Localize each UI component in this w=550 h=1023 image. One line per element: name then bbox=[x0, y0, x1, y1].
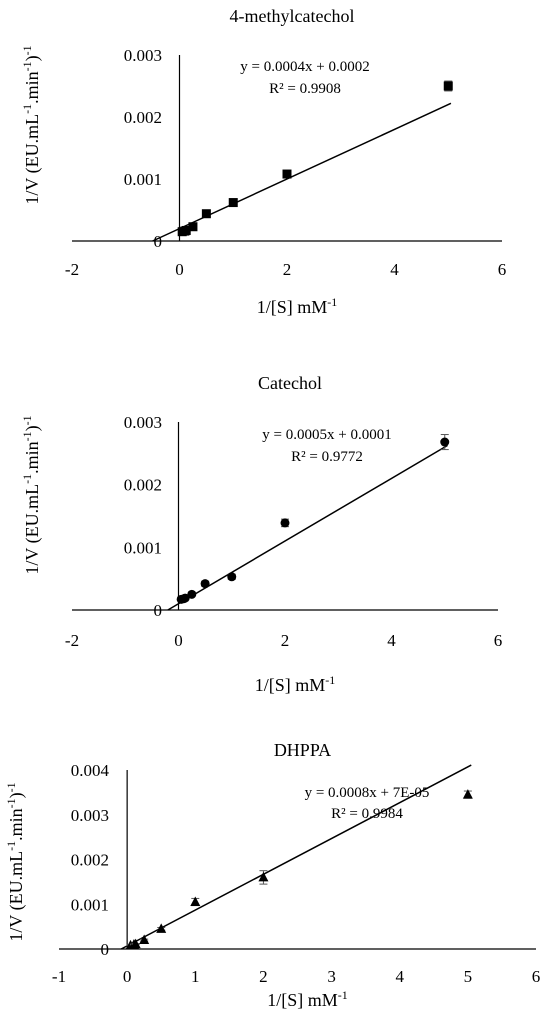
x-axis-label: 1/[S] mM-1 bbox=[255, 673, 336, 695]
data-point bbox=[130, 938, 141, 949]
x-tick-label: -2 bbox=[65, 631, 79, 650]
x-axis-label: 1/[S] mM-1 bbox=[267, 988, 348, 1010]
chart-title: 4-methylcatechol bbox=[230, 6, 355, 26]
x-tick-label: 0 bbox=[174, 631, 183, 650]
x-tick-label: 6 bbox=[494, 631, 503, 650]
data-point bbox=[188, 222, 198, 232]
data-point bbox=[440, 437, 450, 447]
x-tick-label: 4 bbox=[390, 260, 399, 279]
data-point bbox=[139, 934, 150, 945]
chart-2: Catechol -2 0 2 4 6 0 0.001 0.002 0.003 1/[S] mM-1… bbox=[20, 373, 502, 695]
x-tick-label: 5 bbox=[464, 967, 473, 986]
data-point bbox=[190, 896, 201, 907]
trendline bbox=[152, 102, 452, 242]
data-point bbox=[280, 518, 290, 528]
chart-title: Catechol bbox=[258, 373, 322, 393]
x-tick-label: 0 bbox=[123, 967, 132, 986]
trendline bbox=[120, 764, 472, 950]
data-point bbox=[181, 225, 191, 235]
r-squared: R² = 0.9908 bbox=[269, 81, 341, 97]
y-tick-label: 0.001 bbox=[124, 538, 162, 557]
data-point bbox=[156, 923, 167, 933]
x-tick-label: 2 bbox=[281, 631, 290, 650]
y-axis-label: 1/V (EU.mL-1.min-1)-1 bbox=[20, 45, 43, 204]
y-tick-label: 0 bbox=[154, 232, 163, 251]
data-point bbox=[200, 579, 210, 589]
trendline bbox=[167, 444, 448, 611]
y-tick-label: 0.001 bbox=[124, 170, 162, 189]
data-point bbox=[180, 593, 190, 603]
y-tick-label: 0 bbox=[101, 940, 110, 959]
x-tick-label: 4 bbox=[395, 967, 404, 986]
y-tick-label: 0.002 bbox=[124, 476, 162, 495]
y-tick-label: 0.003 bbox=[71, 806, 109, 825]
y-tick-label: 0.002 bbox=[124, 108, 162, 127]
chart-3: DHPPA -1 0 1 2 3 4 5 6 0 0.001 0.002 0.003 0.004 1/[S]… bbox=[4, 740, 540, 1010]
y-tick-label: 0.001 bbox=[71, 895, 109, 914]
y-tick-label: 0.004 bbox=[71, 761, 110, 780]
x-tick-label: 3 bbox=[327, 967, 336, 986]
r-squared: R² = 0.9984 bbox=[331, 806, 403, 822]
x-tick-label: 2 bbox=[283, 260, 292, 279]
data-point bbox=[258, 871, 269, 882]
chart-1: 4-methylcatechol -2 0 2 4 6 0 0.001 0.002 0.003 1/… bbox=[20, 6, 506, 317]
y-tick-label: 0.002 bbox=[71, 851, 109, 870]
x-tick-label: 0 bbox=[175, 260, 184, 279]
x-tick-label: 1 bbox=[191, 967, 200, 986]
y-tick-label: 0.003 bbox=[124, 46, 162, 65]
y-axis-label: 1/V (EU.mL-1.min-1)-1 bbox=[20, 415, 43, 574]
x-tick-label: 2 bbox=[259, 967, 268, 986]
x-axis-label: 1/[S] mM-1 bbox=[257, 295, 338, 317]
data-point bbox=[201, 209, 211, 219]
data-point bbox=[443, 81, 453, 91]
x-tick-label: 6 bbox=[532, 967, 541, 986]
data-point bbox=[282, 169, 292, 179]
trendline-equation: y = 0.0005x + 0.0001 bbox=[262, 427, 391, 443]
chart-title: DHPPA bbox=[274, 740, 331, 760]
data-point bbox=[187, 589, 197, 599]
y-tick-label: 0 bbox=[154, 601, 163, 620]
trendline-equation: y = 0.0004x + 0.0002 bbox=[240, 59, 369, 75]
r-squared: R² = 0.9772 bbox=[291, 449, 363, 465]
data-point bbox=[462, 789, 473, 799]
data-point bbox=[227, 572, 237, 582]
y-tick-label: 0.003 bbox=[124, 413, 162, 432]
x-tick-label: 4 bbox=[387, 631, 396, 650]
trendline-equation: y = 0.0008x + 7E-05 bbox=[305, 785, 430, 801]
y-axis-label: 1/V (EU.mL-1.min-1)-1 bbox=[4, 782, 27, 941]
x-tick-label: -2 bbox=[65, 260, 79, 279]
data-point bbox=[228, 198, 238, 208]
x-tick-label: -1 bbox=[52, 967, 66, 986]
x-tick-label: 6 bbox=[498, 260, 507, 279]
